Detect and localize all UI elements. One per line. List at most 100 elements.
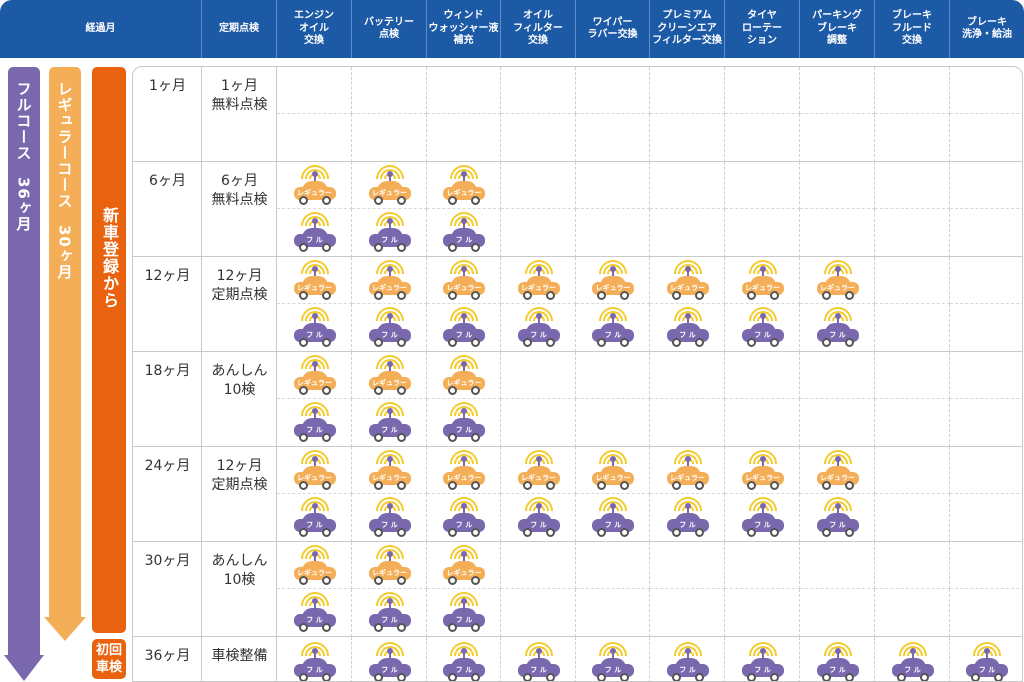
service-cell <box>427 494 501 542</box>
service-cell <box>576 589 650 637</box>
service-cell <box>875 114 950 162</box>
service-cell <box>501 447 576 494</box>
full-car-icon: フ ル <box>816 497 860 537</box>
service-cell <box>277 209 352 257</box>
service-cell <box>501 209 576 257</box>
month-label: 6ヶ月 <box>149 173 186 189</box>
service-cell <box>277 257 352 304</box>
table-header: 経過月 定期点検 エンジン オイル 交換 バッテリー 点検 ウィンド ウォッシャー液 補… <box>0 0 1024 58</box>
service-cell <box>427 114 501 162</box>
service-cell <box>950 352 1022 399</box>
service-cell <box>576 399 650 447</box>
service-cell <box>352 637 427 681</box>
service-cell <box>725 352 800 399</box>
service-cell <box>725 399 800 447</box>
service-cell <box>800 399 875 447</box>
inspection-cell <box>202 447 277 542</box>
service-cell <box>875 589 950 637</box>
service-cell <box>725 304 800 352</box>
new-registration-bar: 新車登録から <box>92 67 126 633</box>
service-cell <box>352 399 427 447</box>
service-cell <box>576 352 650 399</box>
service-cell <box>650 352 725 399</box>
service-cell <box>501 67 576 114</box>
full-car-icon: フ ル <box>591 307 635 347</box>
regular-car-icon: レギュラー <box>666 260 710 300</box>
service-cell <box>427 352 501 399</box>
service-cell <box>352 114 427 162</box>
service-cell <box>950 447 1022 494</box>
full-car-icon: フ ル <box>965 642 1009 681</box>
full-car-icon: フ ル <box>517 307 561 347</box>
service-cell <box>725 494 800 542</box>
maintenance-grid: 1ヶ月 1ヶ月 無料点検 6ヶ月 6ヶ月 無料点検 レギュラー レギュラー レギュラーフ ル… <box>132 66 1023 682</box>
new-registration-label: 新車登録から <box>100 207 119 309</box>
service-cell <box>950 304 1022 352</box>
service-cell <box>800 637 875 681</box>
regular-car-icon: レギュラー <box>293 450 337 490</box>
service-cell <box>800 209 875 257</box>
service-cell <box>650 162 725 209</box>
service-cell <box>277 114 352 162</box>
month-label: 18ヶ月 <box>144 363 191 379</box>
month-label: 24ヶ月 <box>144 458 191 474</box>
service-cell <box>427 637 501 681</box>
service-cell <box>800 257 875 304</box>
full-car-icon: フ ル <box>293 497 337 537</box>
service-cell <box>800 114 875 162</box>
regular-car-icon: レギュラー <box>442 545 486 585</box>
full-car-icon: フ ル <box>293 402 337 442</box>
month-cell <box>133 67 202 162</box>
service-cell <box>576 257 650 304</box>
header-col-2: エンジン オイル 交換 <box>276 0 351 58</box>
service-cell <box>427 589 501 637</box>
service-cell <box>277 637 352 681</box>
service-cell <box>800 162 875 209</box>
service-cell <box>875 542 950 589</box>
regular-car-icon: レギュラー <box>816 450 860 490</box>
regular-car-icon: レギュラー <box>442 165 486 205</box>
header-col-5: オイル フィルター 交換 <box>500 0 575 58</box>
service-cell <box>352 209 427 257</box>
service-cell <box>725 542 800 589</box>
month-cell <box>133 257 202 352</box>
service-cell <box>725 637 800 681</box>
header-col-9: パーキング ブレーキ 調整 <box>799 0 874 58</box>
service-cell <box>277 589 352 637</box>
regular-car-icon: レギュラー <box>293 355 337 395</box>
full-car-icon: フ ル <box>368 642 412 681</box>
regular-car-icon: レギュラー <box>741 260 785 300</box>
regular-car-icon: レギュラー <box>368 260 412 300</box>
full-car-icon: フ ル <box>816 307 860 347</box>
service-cell <box>277 494 352 542</box>
service-cell <box>501 399 576 447</box>
service-cell <box>576 114 650 162</box>
regular-car-icon: レギュラー <box>368 165 412 205</box>
service-cell <box>800 447 875 494</box>
month-cell <box>133 637 202 681</box>
service-cell <box>427 257 501 304</box>
service-cell <box>650 399 725 447</box>
service-cell <box>277 399 352 447</box>
regular-car-icon: レギュラー <box>816 260 860 300</box>
service-cell <box>576 209 650 257</box>
regular-car-icon: レギュラー <box>293 165 337 205</box>
header-col-4: ウィンド ウォッシャー液 補充 <box>426 0 500 58</box>
inspection-cell <box>202 67 277 162</box>
regular-car-icon: レギュラー <box>293 545 337 585</box>
header-col-11: ブレーキ 洗浄・給油 <box>949 0 1024 58</box>
full-car-icon: フ ル <box>368 497 412 537</box>
service-cell <box>725 447 800 494</box>
service-cell <box>427 542 501 589</box>
service-cell <box>427 67 501 114</box>
month-cell <box>133 542 202 637</box>
service-cell <box>501 162 576 209</box>
service-cell <box>950 209 1022 257</box>
full-car-icon: フ ル <box>442 212 486 252</box>
first-inspection-badge: 初回 車検 <box>92 639 126 679</box>
inspection-label: 車検整備 <box>211 648 268 664</box>
service-cell <box>352 494 427 542</box>
service-cell <box>650 257 725 304</box>
service-cell <box>875 162 950 209</box>
regular-car-icon: レギュラー <box>293 260 337 300</box>
